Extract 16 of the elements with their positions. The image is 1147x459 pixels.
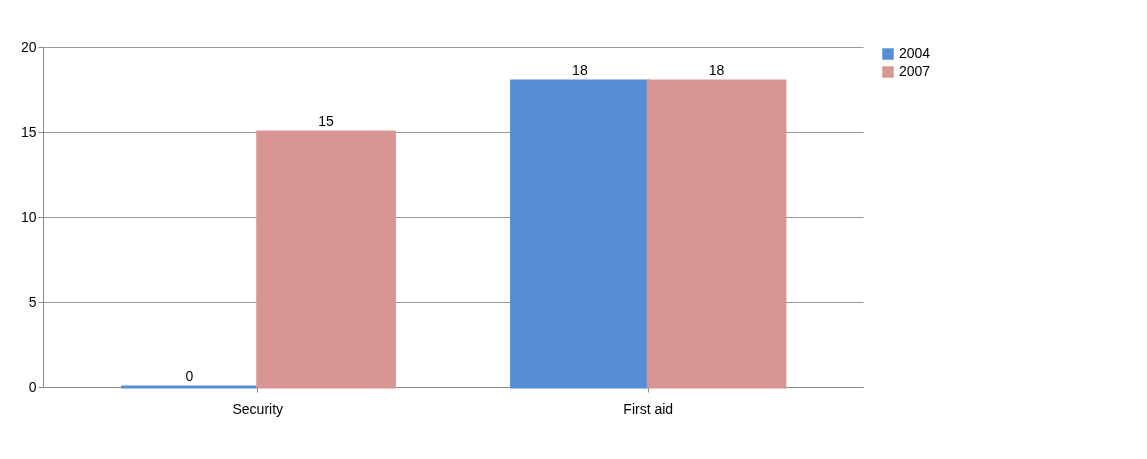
bar bbox=[510, 79, 650, 389]
data-label: 18 bbox=[708, 62, 725, 78]
x-tick-label: Security bbox=[232, 400, 284, 417]
x-tick-label: First aid bbox=[623, 400, 674, 417]
legend-label: 2004 bbox=[899, 45, 931, 61]
data-label: 15 bbox=[318, 113, 335, 129]
bar bbox=[256, 130, 396, 389]
data-label: 0 bbox=[185, 368, 194, 384]
legend-label: 2007 bbox=[899, 63, 931, 79]
y-tick-label: 10 bbox=[20, 208, 37, 225]
bar bbox=[646, 79, 787, 389]
y-tick-label: 15 bbox=[20, 123, 37, 140]
y-tick-label: 0 bbox=[28, 378, 37, 395]
y-tick-label: 20 bbox=[20, 38, 37, 55]
data-label: 18 bbox=[572, 62, 588, 78]
y-tick-label: 5 bbox=[28, 293, 37, 310]
